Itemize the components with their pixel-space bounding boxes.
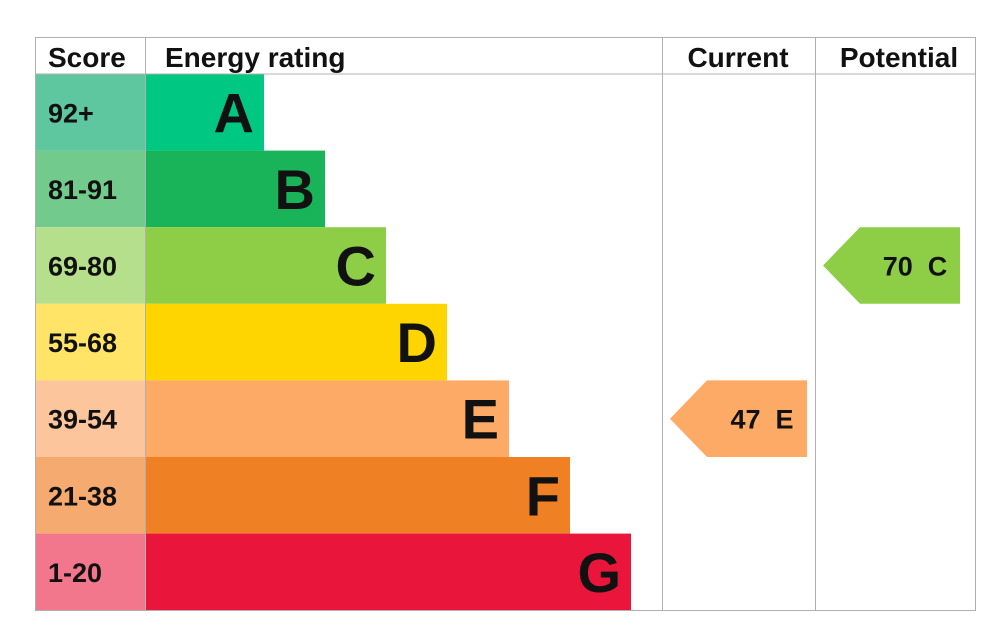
score-range-A: 92+ bbox=[48, 98, 94, 128]
current-rating-arrow bbox=[670, 380, 807, 457]
rating-letter-E: E bbox=[462, 388, 499, 451]
rating-letter-C: C bbox=[336, 235, 376, 298]
score-cell-C bbox=[35, 227, 145, 304]
rating-bar-F bbox=[145, 457, 570, 534]
potential-rating-label: 70 C bbox=[883, 252, 948, 282]
rating-letter-A: A bbox=[214, 81, 254, 144]
table-border bbox=[35, 37, 976, 611]
header-current: Current bbox=[687, 42, 788, 73]
score-cell-B bbox=[35, 150, 145, 228]
score-cell-F bbox=[35, 457, 145, 534]
rating-bar-B bbox=[145, 150, 325, 228]
score-cell-G bbox=[35, 533, 145, 611]
rating-bar-G bbox=[145, 533, 631, 611]
rating-bar-A bbox=[145, 74, 264, 151]
potential-rating-arrow bbox=[823, 227, 960, 304]
score-cell-A bbox=[35, 74, 145, 151]
score-range-G: 1-20 bbox=[48, 558, 102, 588]
header-score: Score bbox=[48, 42, 126, 73]
header-energy-rating: Energy rating bbox=[165, 42, 345, 73]
rating-letter-B: B bbox=[275, 158, 315, 221]
score-range-E: 39-54 bbox=[48, 405, 117, 435]
rating-bar-E bbox=[145, 380, 509, 457]
rating-letter-G: G bbox=[577, 541, 621, 604]
score-cell-E bbox=[35, 380, 145, 457]
current-rating-label: 47 E bbox=[730, 405, 793, 435]
rating-letter-D: D bbox=[397, 311, 437, 374]
score-cell-D bbox=[35, 303, 145, 381]
score-range-C: 69-80 bbox=[48, 252, 117, 282]
rating-letter-F: F bbox=[526, 464, 560, 527]
score-range-F: 21-38 bbox=[48, 481, 117, 511]
rating-bar-D bbox=[145, 303, 447, 381]
header-potential: Potential bbox=[840, 42, 958, 73]
rating-bar-C bbox=[145, 227, 386, 304]
score-range-D: 55-68 bbox=[48, 328, 117, 358]
score-range-B: 81-91 bbox=[48, 175, 117, 205]
